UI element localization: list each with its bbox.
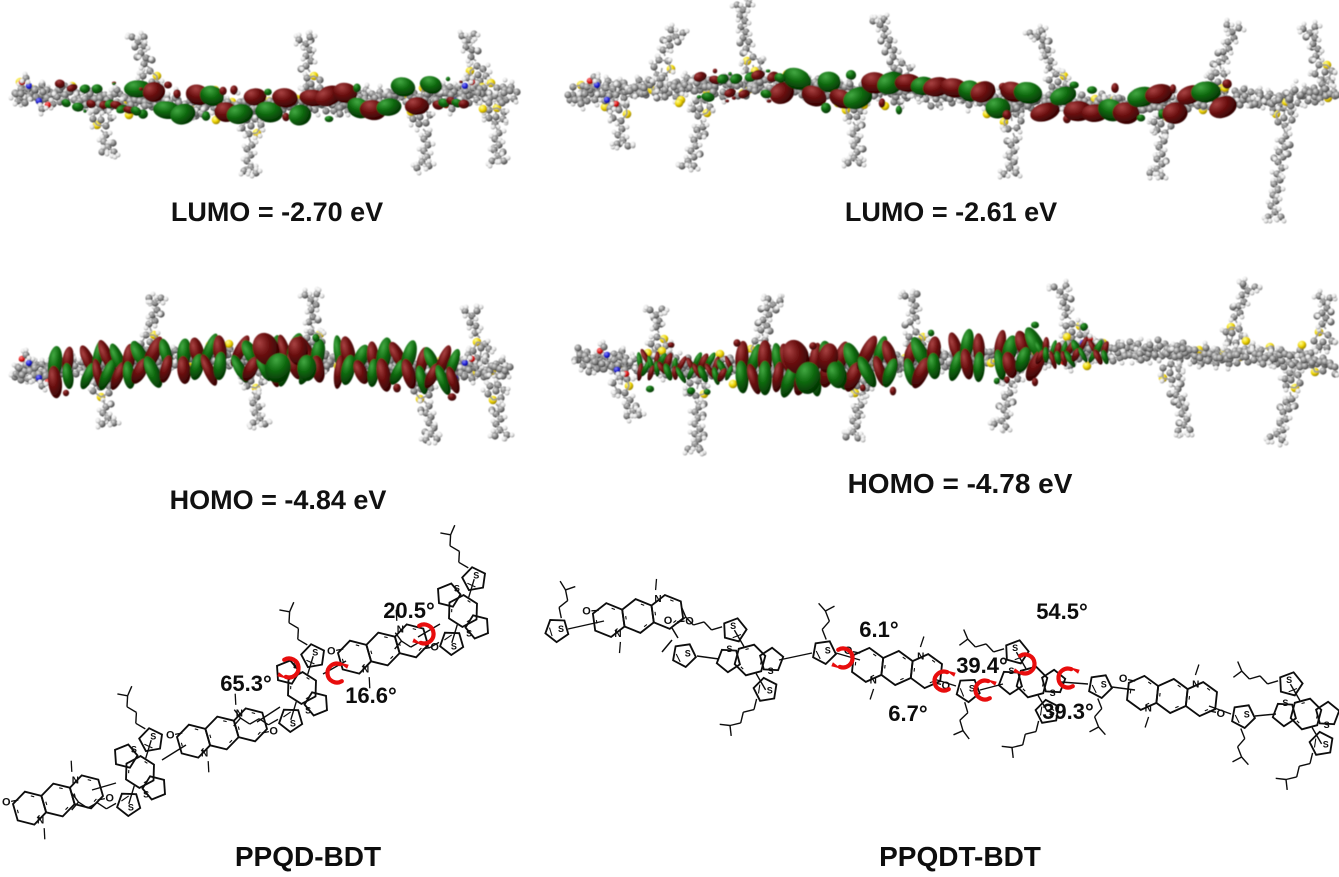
svg-text:S: S xyxy=(768,666,774,676)
svg-text:N: N xyxy=(201,749,208,760)
svg-text:N: N xyxy=(362,665,369,676)
svg-text:PPQD-BDT: PPQD-BDT xyxy=(235,841,381,872)
svg-text:O: O xyxy=(2,797,11,809)
svg-text:16.6°: 16.6° xyxy=(345,683,397,708)
svg-text:N: N xyxy=(654,594,661,605)
svg-text:LUMO = -2.70 eV: LUMO = -2.70 eV xyxy=(171,197,383,227)
svg-text:HOMO = -4.78 eV: HOMO = -4.78 eV xyxy=(848,468,1073,499)
svg-text:S: S xyxy=(730,621,736,631)
svg-text:S: S xyxy=(131,745,137,755)
svg-text:S: S xyxy=(128,802,134,812)
svg-text:S: S xyxy=(473,571,479,581)
svg-text:N: N xyxy=(72,775,79,786)
svg-text:N: N xyxy=(1145,704,1152,715)
svg-text:S: S xyxy=(558,624,564,634)
svg-text:S: S xyxy=(150,732,156,742)
svg-text:S: S xyxy=(1244,709,1250,719)
svg-text:S: S xyxy=(1008,666,1014,676)
svg-text:65.3°: 65.3° xyxy=(220,671,272,696)
svg-text:N: N xyxy=(1192,679,1199,690)
svg-text:S: S xyxy=(1012,643,1018,653)
svg-text:N: N xyxy=(917,651,924,662)
svg-text:S: S xyxy=(1101,679,1107,689)
svg-text:6.1°: 6.1° xyxy=(859,617,898,642)
svg-text:S: S xyxy=(767,686,773,696)
svg-text:S: S xyxy=(825,645,831,655)
svg-text:S: S xyxy=(1282,698,1288,708)
svg-text:39.4°: 39.4° xyxy=(956,653,1008,678)
svg-text:LUMO = -2.61 eV: LUMO = -2.61 eV xyxy=(845,197,1057,227)
svg-text:20.5°: 20.5° xyxy=(383,598,435,623)
svg-text:S: S xyxy=(290,718,296,728)
svg-text:S: S xyxy=(1286,675,1292,685)
svg-text:N: N xyxy=(37,816,44,827)
svg-text:S: S xyxy=(726,644,732,654)
svg-text:S: S xyxy=(1324,720,1330,730)
svg-text:O: O xyxy=(166,730,175,742)
svg-text:O: O xyxy=(664,615,673,627)
svg-text:S: S xyxy=(685,648,691,658)
svg-text:PPQDT-BDT: PPQDT-BDT xyxy=(879,841,1041,872)
svg-text:S: S xyxy=(143,790,149,800)
svg-text:S: S xyxy=(466,629,472,639)
svg-text:N: N xyxy=(614,629,621,640)
svg-text:S: S xyxy=(305,706,311,716)
svg-text:N: N xyxy=(397,624,404,635)
svg-text:S: S xyxy=(1323,740,1329,750)
svg-text:6.7°: 6.7° xyxy=(888,701,927,726)
svg-text:39.3°: 39.3° xyxy=(1042,699,1094,724)
svg-text:O: O xyxy=(1119,673,1128,685)
svg-text:O: O xyxy=(105,792,114,804)
svg-text:N: N xyxy=(870,676,877,687)
svg-text:54.5°: 54.5° xyxy=(1036,599,1088,624)
svg-text:S: S xyxy=(451,641,457,651)
svg-text:S: S xyxy=(312,648,318,658)
svg-text:O: O xyxy=(582,605,591,617)
svg-text:S: S xyxy=(1050,688,1056,698)
svg-text:O: O xyxy=(269,725,278,737)
svg-text:S: S xyxy=(454,584,460,594)
svg-text:HOMO = -4.84 eV: HOMO = -4.84 eV xyxy=(170,485,387,515)
svg-text:O: O xyxy=(327,646,336,658)
